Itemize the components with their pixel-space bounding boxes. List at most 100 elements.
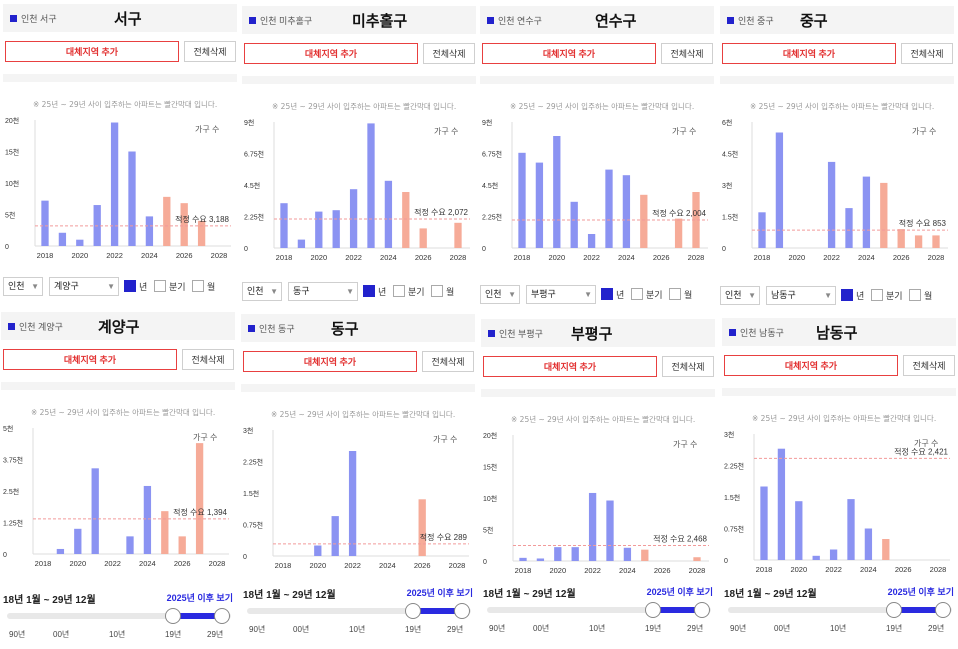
- y-tick-label: 0: [482, 246, 486, 253]
- add-region-button[interactable]: 대체지역 추가: [243, 351, 417, 372]
- period-year-checkbox[interactable]: [124, 280, 136, 292]
- period-quarter-checkbox[interactable]: [871, 289, 883, 301]
- past-supply-bar: [315, 211, 323, 248]
- add-region-button[interactable]: 대체지역 추가: [724, 355, 898, 376]
- past-supply-bar: [280, 203, 288, 248]
- period-month-checkbox[interactable]: [192, 280, 204, 292]
- view-after-2025-link[interactable]: 2025년 이후 보기: [646, 587, 713, 597]
- y-tick-label: 1.5천: [724, 493, 740, 502]
- slider-end-handle[interactable]: [935, 602, 951, 618]
- view-after-2025-link[interactable]: 2025년 이후 보기: [406, 588, 473, 598]
- slider-track[interactable]: [247, 608, 471, 614]
- households-label: 가구 수: [914, 439, 938, 448]
- period-year-checkbox[interactable]: [841, 289, 853, 301]
- view-after-2025-link[interactable]: 2025년 이후 보기: [166, 593, 233, 603]
- delete-all-button[interactable]: 전체삭제: [182, 349, 234, 370]
- households-label: 가구 수: [672, 127, 696, 136]
- future-supply-bar: [402, 192, 410, 248]
- x-tick-label: 2018: [35, 559, 52, 568]
- x-tick-label: 2024: [860, 565, 877, 574]
- district-select[interactable]: 동구 ▼: [288, 282, 358, 301]
- slider-start-handle[interactable]: [645, 602, 661, 618]
- period-month-checkbox[interactable]: [431, 285, 443, 297]
- past-supply-bar: [775, 132, 784, 248]
- past-supply-bar: [845, 208, 853, 248]
- future-supply-bar: [932, 235, 940, 248]
- delete-all-button[interactable]: 전체삭제: [901, 43, 953, 64]
- past-supply-bar: [519, 557, 527, 561]
- period-year-label: 년: [616, 290, 625, 300]
- delete-all-button[interactable]: 전체삭제: [661, 43, 713, 64]
- past-supply-bar: [553, 136, 561, 248]
- period-quarter-label: 분기: [408, 287, 425, 297]
- slider-start-handle[interactable]: [405, 603, 421, 619]
- slider-track[interactable]: [7, 613, 231, 619]
- view-after-2025-link[interactable]: 2025년 이후 보기: [887, 587, 954, 597]
- slider-selected-range: [653, 607, 701, 613]
- delete-all-button[interactable]: 전체삭제: [423, 43, 475, 64]
- period-month-label: 월: [924, 291, 933, 301]
- demand-label: 적정 수요 853: [899, 218, 947, 228]
- district-select[interactable]: 계양구 ▼: [49, 277, 119, 296]
- delete-all-button[interactable]: 전체삭제: [662, 356, 714, 377]
- x-tick-label: 2022: [583, 253, 600, 262]
- period-year-checkbox[interactable]: [363, 285, 375, 297]
- y-tick-label: 0: [3, 552, 7, 559]
- slider-start-handle[interactable]: [886, 602, 902, 618]
- panel-header: 인천 연수구 연수구: [480, 6, 714, 34]
- chart-svg: ※ 25년 ~ 29년 사이 입주하는 아파트는 빨간막대 입니다. 가구 수 0 1…: [720, 76, 954, 262]
- slider-start-handle[interactable]: [165, 608, 181, 624]
- period-year-checkbox[interactable]: [601, 288, 613, 300]
- slider-end-handle[interactable]: [454, 603, 470, 619]
- past-supply-bar: [297, 239, 306, 248]
- x-tick-label: 2026: [415, 253, 432, 262]
- chart-top-strip: [720, 76, 954, 84]
- city-select[interactable]: 인천 ▼: [242, 282, 282, 301]
- period-quarter-checkbox[interactable]: [393, 285, 405, 297]
- period-month-checkbox[interactable]: [669, 288, 681, 300]
- region-name: 미추홀구: [352, 13, 408, 30]
- x-tick-label: 2026: [654, 566, 671, 575]
- x-tick-label: 2022: [345, 253, 362, 262]
- x-tick-label: 2018: [514, 253, 531, 262]
- header-square-icon: [727, 17, 734, 24]
- city-select-value: 인천: [247, 286, 264, 296]
- slider-selected-range: [894, 607, 942, 613]
- period-quarter-checkbox[interactable]: [631, 288, 643, 300]
- add-region-button[interactable]: 대체지역 추가: [244, 43, 418, 64]
- add-region-button[interactable]: 대체지역 추가: [722, 43, 896, 64]
- future-supply-bar: [161, 511, 169, 554]
- slider-tick-label: 10년: [109, 630, 126, 639]
- future-supply-bar: [641, 549, 649, 561]
- region-panel: 인천 계양구 계양구 대체지역 추가 전체삭제 ※ 25년 ~ 29년 사이 입주하는 …: [1, 312, 235, 647]
- x-tick-label: 2020: [310, 253, 327, 262]
- slider-end-handle[interactable]: [694, 602, 710, 618]
- delete-all-button[interactable]: 전체삭제: [903, 355, 955, 376]
- city-select[interactable]: 인천 ▼: [480, 285, 520, 304]
- x-tick-label: 2018: [276, 253, 293, 262]
- region-label: 인천 서구: [21, 14, 57, 24]
- add-region-button[interactable]: 대체지역 추가: [483, 356, 657, 377]
- period-month-checkbox[interactable]: [909, 289, 921, 301]
- x-tick-label: 2024: [139, 559, 156, 568]
- slider-track[interactable]: [728, 607, 952, 613]
- add-region-button[interactable]: 대체지역 추가: [5, 41, 179, 62]
- city-select[interactable]: 인천 ▼: [720, 286, 760, 305]
- district-select[interactable]: 남동구 ▼: [766, 286, 836, 305]
- y-tick-label: 1.25천: [3, 519, 23, 528]
- chart-note: ※ 25년 ~ 29년 사이 입주하는 아파트는 빨간막대 입니다.: [271, 409, 455, 419]
- slider-tick-label: 19년: [405, 625, 422, 634]
- chart-note: ※ 25년 ~ 29년 사이 입주하는 아파트는 빨간막대 입니다.: [752, 413, 936, 423]
- city-select[interactable]: 인천 ▼: [3, 277, 43, 296]
- period-quarter-checkbox[interactable]: [154, 280, 166, 292]
- delete-all-button[interactable]: 전체삭제: [184, 41, 236, 62]
- slider-track[interactable]: [487, 607, 711, 613]
- panel-header: 인천 부평구 부평구: [481, 319, 715, 347]
- slider-tick-label: 19년: [886, 624, 903, 633]
- add-region-button[interactable]: 대체지역 추가: [3, 349, 177, 370]
- slider-end-handle[interactable]: [214, 608, 230, 624]
- add-region-button[interactable]: 대체지역 추가: [482, 43, 656, 64]
- slider-tick-label: 90년: [489, 624, 506, 633]
- delete-all-button[interactable]: 전체삭제: [422, 351, 474, 372]
- district-select[interactable]: 부평구 ▼: [526, 285, 596, 304]
